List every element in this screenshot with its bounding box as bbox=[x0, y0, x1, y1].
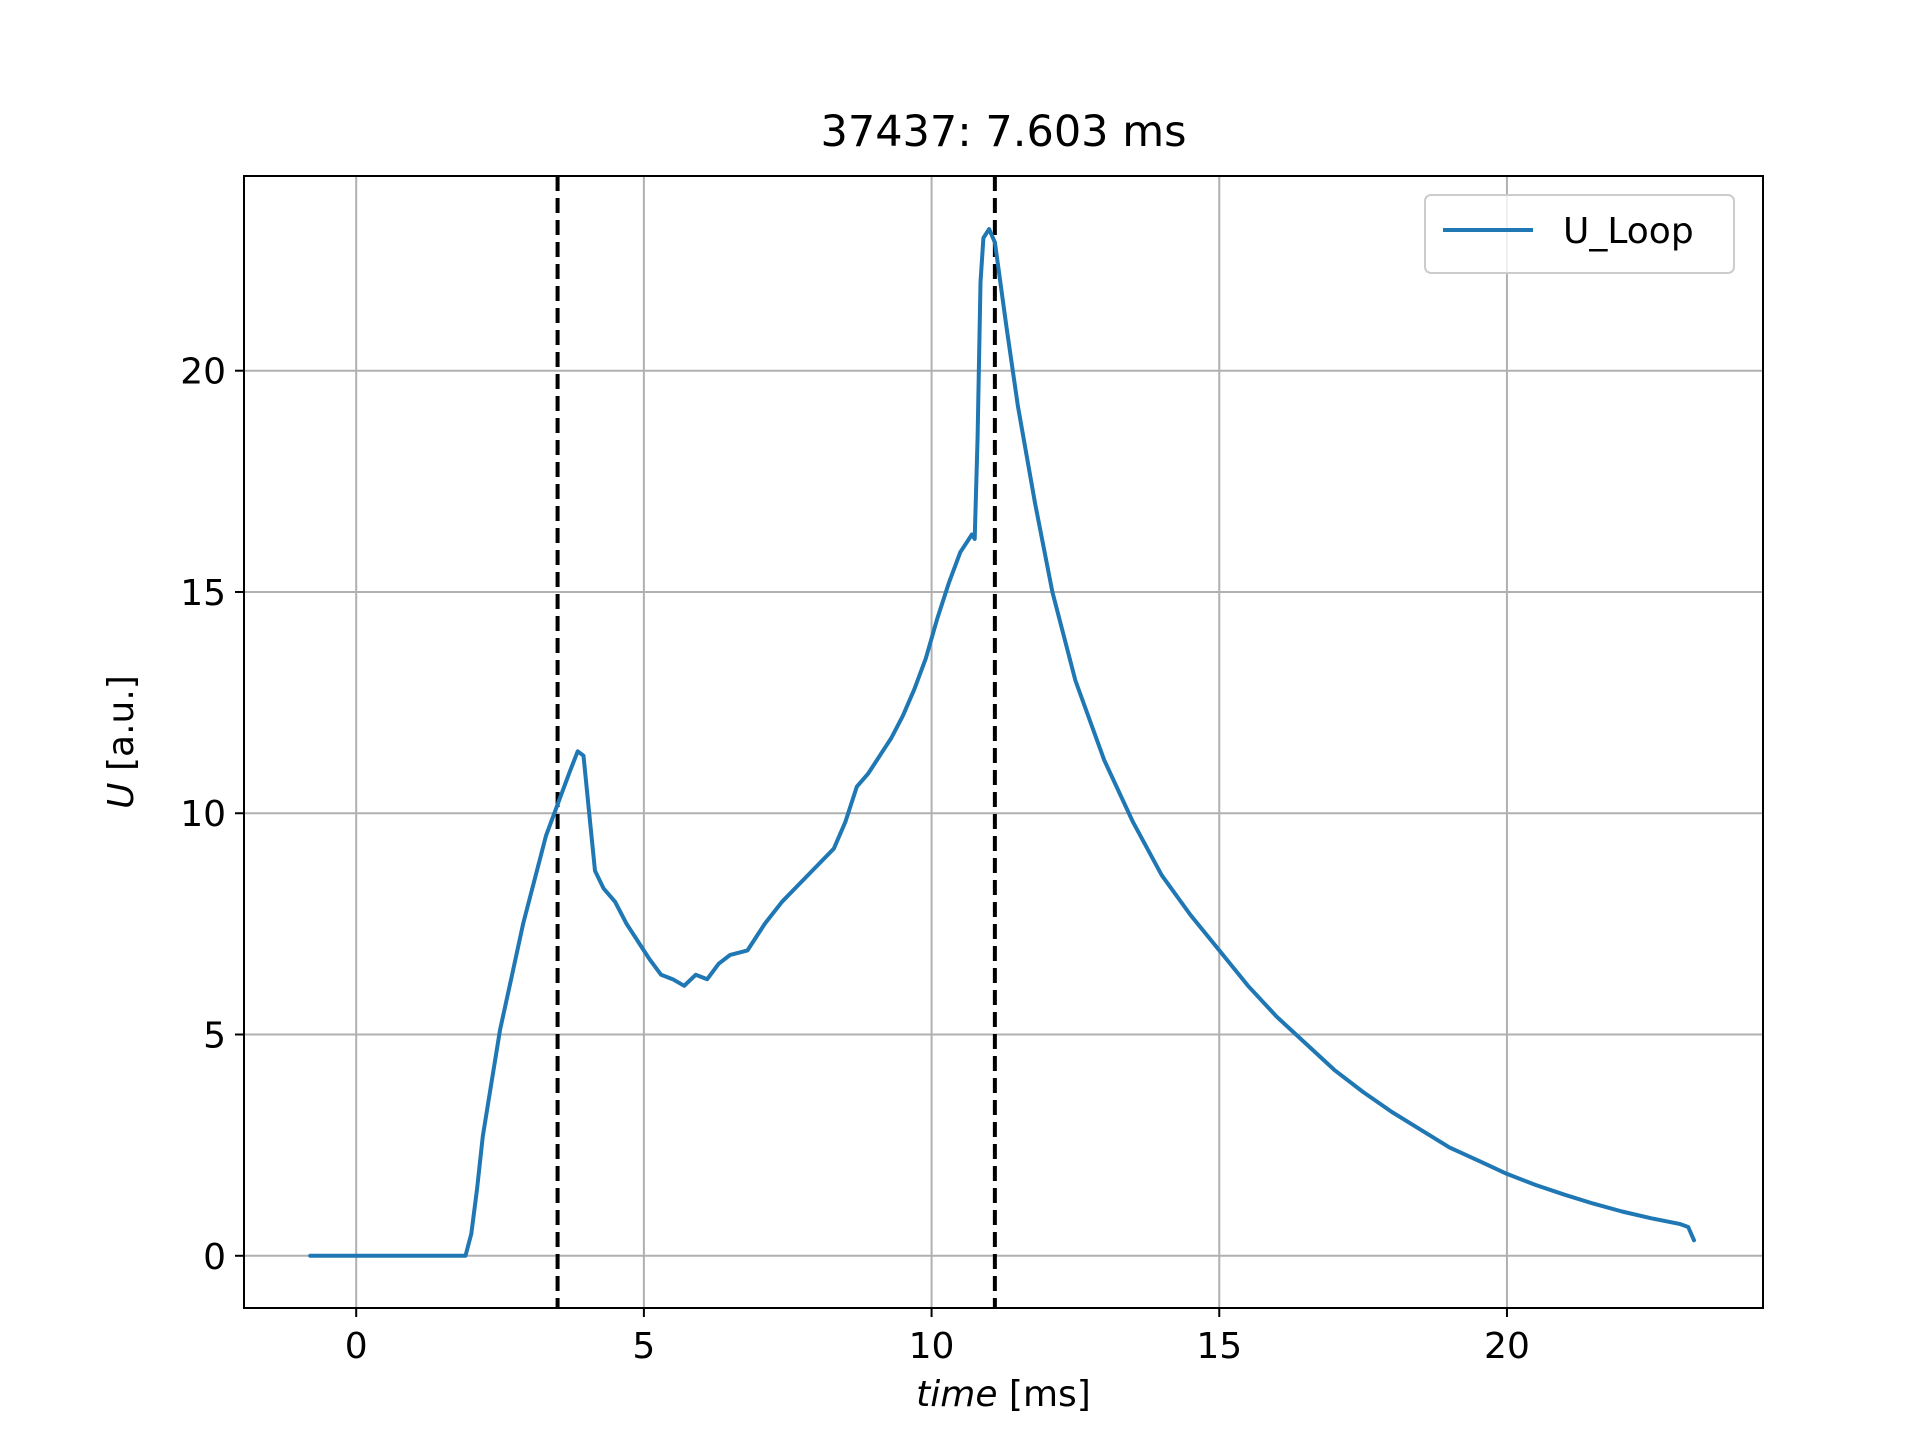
y-tick-label: 20 bbox=[180, 352, 226, 393]
series-layer bbox=[308, 227, 1696, 1258]
y-axis-label: U [a.u.] bbox=[101, 675, 142, 809]
x-tick-label: 15 bbox=[1196, 1326, 1242, 1367]
x-tick-label: 5 bbox=[632, 1326, 655, 1367]
marker-lines bbox=[555, 176, 997, 1308]
y-tick-label: 10 bbox=[180, 794, 226, 835]
chart-title: 37437: 7.603 ms bbox=[820, 107, 1186, 157]
series-line-u-loop bbox=[308, 227, 1696, 1258]
plot-frame bbox=[243, 175, 1764, 1309]
x-tick-label: 10 bbox=[909, 1326, 955, 1367]
x-axis-label: time [ms] bbox=[916, 1374, 1091, 1415]
x-axis-label-italic: time bbox=[916, 1374, 997, 1415]
legend: U_Loop bbox=[1424, 194, 1735, 274]
x-axis-label-unit: [ms] bbox=[997, 1374, 1090, 1415]
x-tick-label: 20 bbox=[1484, 1326, 1530, 1367]
x-tick-label: 0 bbox=[345, 1326, 368, 1367]
y-tick-label: 0 bbox=[203, 1237, 226, 1278]
grid bbox=[244, 176, 1763, 1308]
ticks: 0 5 10 15 20 0 5 10 15 20 bbox=[180, 352, 1530, 1367]
y-axis-label-unit: [a.u.] bbox=[101, 675, 142, 782]
legend-label: U_Loop bbox=[1563, 211, 1694, 252]
y-tick-label: 15 bbox=[180, 573, 226, 614]
y-axis-label-italic: U bbox=[101, 782, 142, 808]
y-tick-label: 5 bbox=[203, 1016, 226, 1057]
legend-box bbox=[1424, 194, 1735, 274]
